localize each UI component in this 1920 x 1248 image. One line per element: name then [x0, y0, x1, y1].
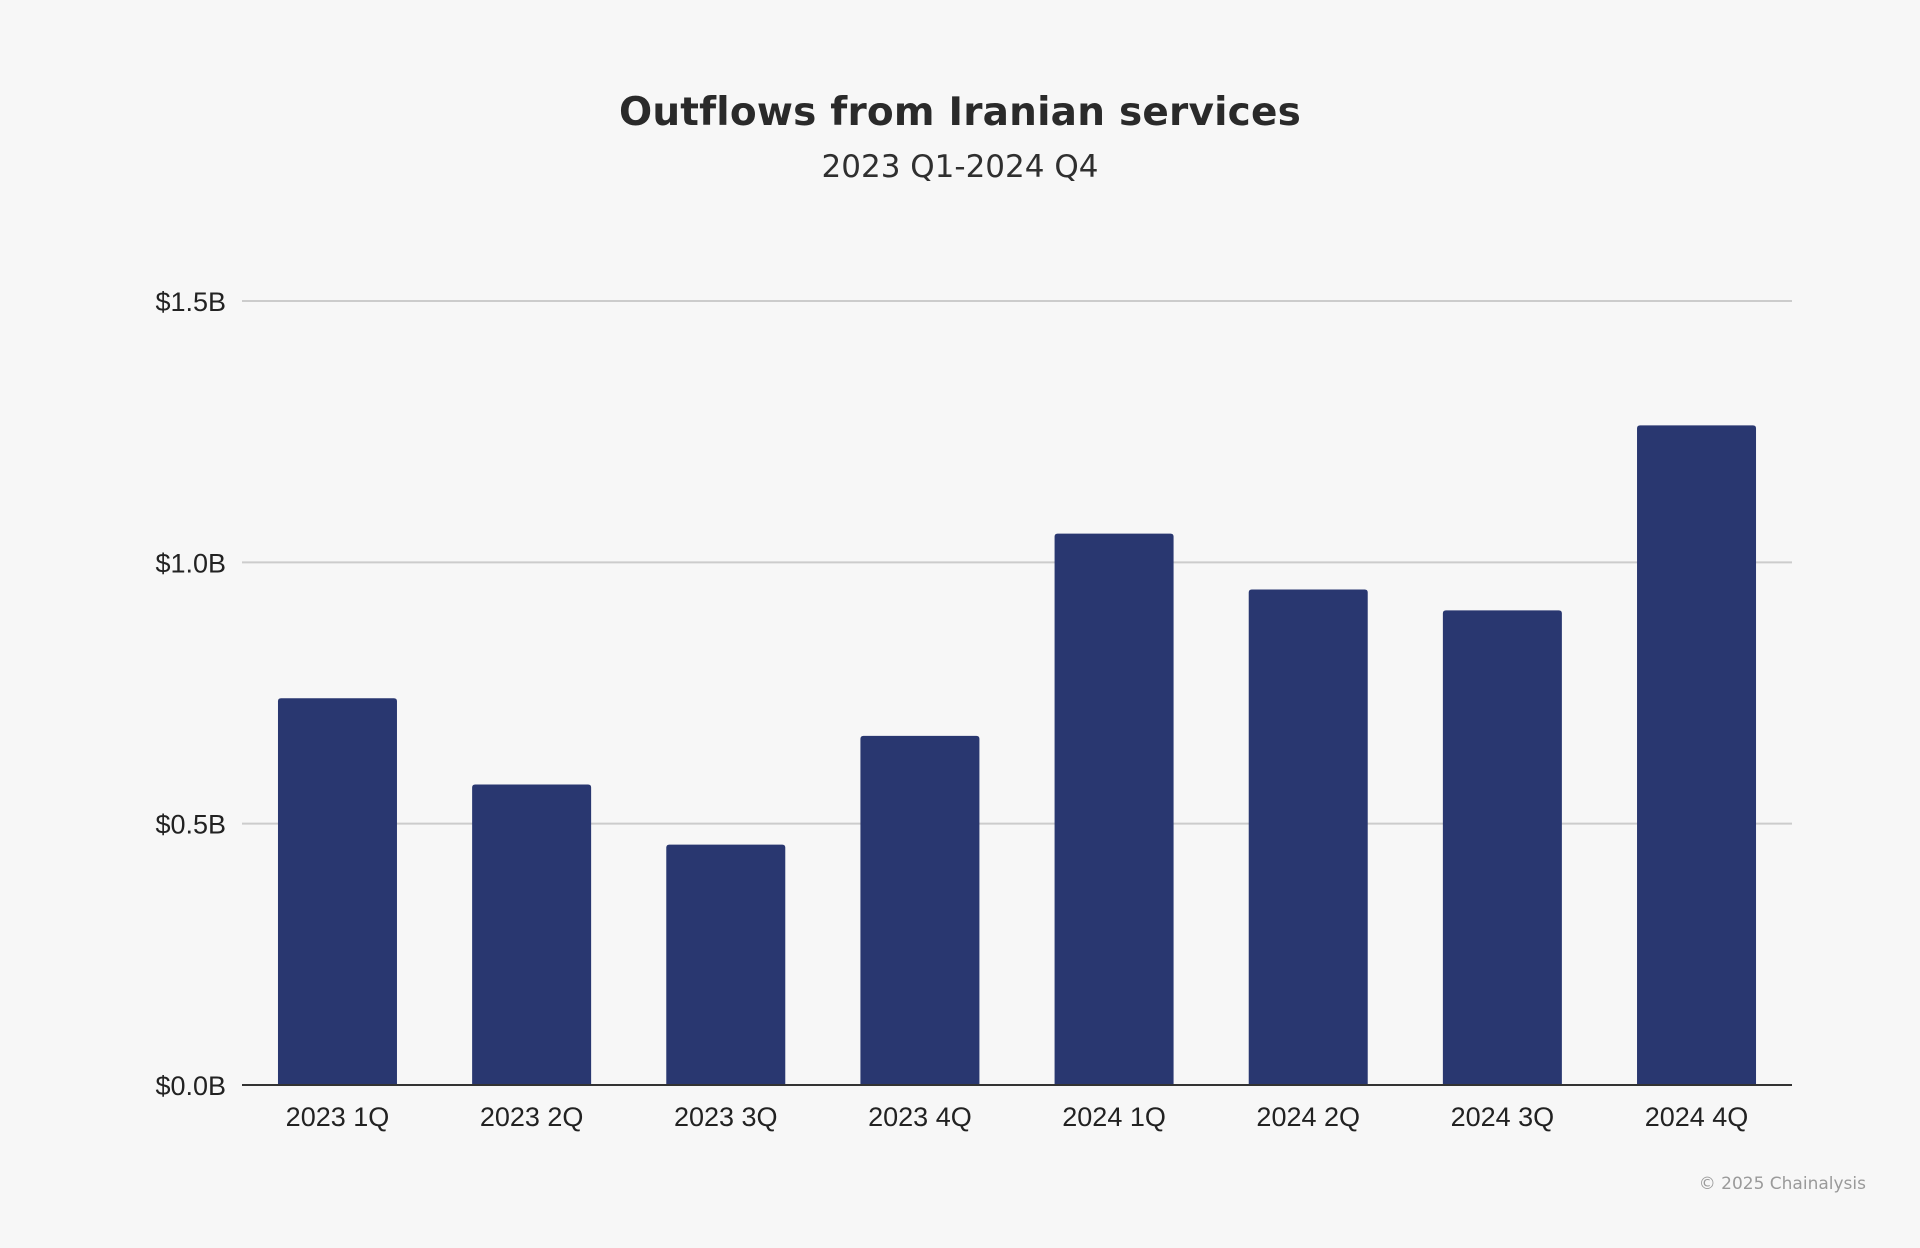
y-tick-label: $1.0B [155, 548, 226, 578]
bars [277, 425, 1757, 1085]
x-tick-labels: 2023 1Q 2023 2Q 2023 3Q 2023 4Q 2024 1Q 2024 … [286, 1102, 1749, 1132]
bar [860, 735, 980, 1085]
bar [1637, 425, 1757, 1085]
bar [277, 698, 397, 1085]
x-tick-label: 2024 4Q [1645, 1102, 1749, 1132]
bar [666, 844, 786, 1085]
y-tick-labels: $0.0B $0.5B $1.0B $1.5B [155, 287, 226, 1101]
x-tick-label: 2024 1Q [1062, 1102, 1166, 1132]
y-tick-label: $0.5B [155, 810, 226, 840]
copyright-text: © 2025 Chainalysis [1698, 1174, 1866, 1194]
x-tick-label: 2023 2Q [480, 1102, 584, 1132]
y-tick-label: $0.0B [155, 1071, 226, 1101]
y-tick-label: $1.5B [155, 287, 226, 317]
chart-subtitle: 2023 Q1-2024 Q4 [821, 149, 1099, 185]
x-tick-label: 2024 3Q [1451, 1102, 1555, 1132]
bar [1442, 610, 1562, 1085]
bar [1248, 589, 1368, 1085]
bar [472, 784, 592, 1085]
x-tick-label: 2023 1Q [286, 1102, 390, 1132]
chart-title: Outflows from Iranian services [618, 90, 1302, 135]
bar [1054, 533, 1174, 1085]
x-tick-label: 2023 4Q [868, 1102, 972, 1132]
x-tick-label: 2024 2Q [1256, 1102, 1360, 1132]
x-tick-label: 2023 3Q [674, 1102, 778, 1132]
